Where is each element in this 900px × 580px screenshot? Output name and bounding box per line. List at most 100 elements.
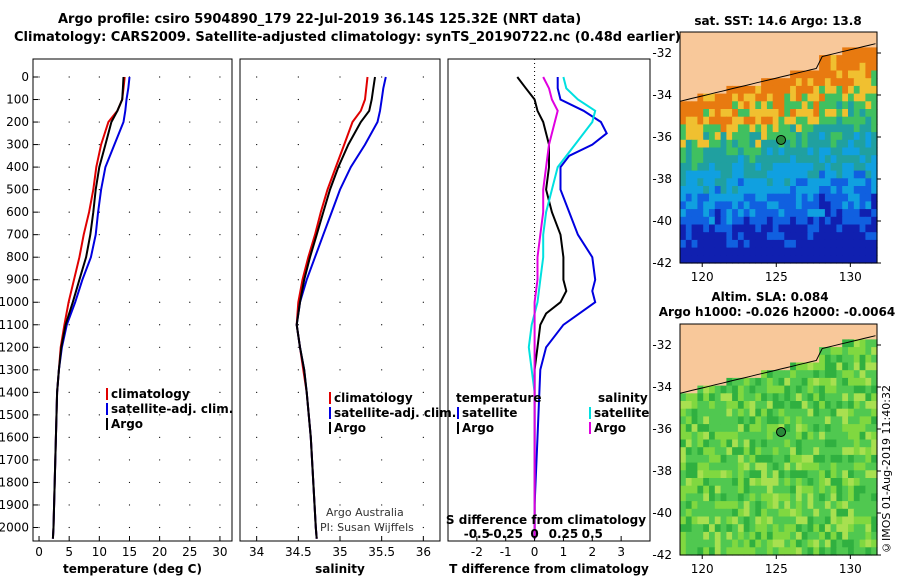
map-cell [830, 155, 837, 164]
grid-dot [219, 414, 221, 416]
map-cell [737, 362, 745, 371]
depth-tick-label: 400 [6, 160, 29, 174]
map-cell [836, 186, 843, 195]
map-cell [685, 539, 693, 548]
grid-dot [38, 481, 40, 484]
map-cell [842, 416, 849, 425]
map-cell [784, 124, 791, 133]
map-cell [819, 339, 826, 348]
difference-x-tick-label: 0 [531, 545, 539, 559]
map-cell [703, 32, 710, 41]
map-cell [720, 531, 727, 541]
map-cell [749, 162, 756, 172]
map-cell [778, 47, 785, 56]
map-cell [680, 132, 687, 141]
map-cell [755, 524, 762, 533]
map-cell [685, 201, 693, 210]
map-cell [709, 239, 716, 249]
map-cell [807, 224, 814, 233]
map-cell [801, 547, 809, 556]
map-cell [755, 193, 762, 202]
map-cell [685, 431, 693, 441]
map-cell [691, 447, 698, 456]
map-cell [784, 216, 791, 226]
map-cell [691, 485, 698, 494]
map-cell [813, 470, 820, 479]
map-cell [836, 193, 843, 202]
map-cell [790, 485, 797, 494]
map-cell [784, 47, 791, 56]
map-cell [685, 55, 693, 64]
map-cell [836, 331, 843, 340]
map-cell [755, 416, 762, 425]
map-cell [778, 362, 785, 371]
map-cell [732, 531, 739, 541]
map-cell [703, 232, 710, 241]
map-cell [714, 485, 722, 494]
map-cell [685, 424, 693, 433]
map-cell [795, 524, 803, 533]
grid-dot [159, 504, 161, 506]
map-cell [766, 47, 774, 56]
map-cell [772, 416, 780, 425]
map-cell [749, 539, 756, 548]
map-cell [865, 162, 872, 172]
map-cell [720, 339, 727, 348]
map-cell [709, 362, 716, 371]
map-cell [772, 224, 780, 233]
map-cell [680, 139, 687, 149]
map-cell [737, 209, 745, 218]
map-cell [848, 362, 855, 371]
map-cell [778, 393, 785, 402]
map-cell [685, 255, 693, 264]
map-cell [772, 454, 780, 464]
map-cell [737, 416, 745, 425]
map-cell [749, 116, 756, 125]
map-cell [819, 454, 826, 464]
depth-tick-label: 900 [6, 273, 29, 287]
map-cell [743, 62, 751, 72]
map-cell [801, 470, 809, 479]
map-cell [691, 162, 698, 172]
map-cell [784, 101, 791, 110]
map-cell [749, 516, 756, 525]
map-cell [749, 186, 756, 195]
map-cell [830, 47, 837, 56]
temperature-x-tick-label: 15 [122, 545, 137, 559]
map-cell [790, 493, 797, 502]
map-cell [819, 516, 826, 525]
map-cell [807, 431, 814, 441]
legend-label: climatology [111, 387, 190, 401]
map-cell [813, 93, 820, 102]
map-cell [685, 447, 693, 456]
map-cell [830, 354, 837, 364]
grid-dot [68, 279, 70, 281]
map-cell [691, 255, 698, 264]
difference-x-tick-label: 1 [560, 545, 568, 559]
map-cell [824, 401, 832, 410]
map-cell [865, 516, 872, 525]
map-cell [813, 447, 820, 456]
map-cell [790, 124, 797, 133]
map-cell [824, 454, 832, 464]
map-cell [743, 393, 751, 402]
map-cell [871, 109, 878, 118]
map-cell [871, 485, 878, 494]
map-cell [813, 201, 820, 210]
map-cell [865, 247, 872, 256]
map-cell [766, 93, 774, 102]
map-cell [691, 124, 698, 133]
map-cell [836, 347, 843, 356]
map-cell [743, 178, 751, 187]
map-cell [697, 216, 704, 226]
map-cell [871, 32, 878, 41]
grid-dot [189, 436, 191, 438]
map-cell [709, 354, 716, 364]
map-cell [709, 431, 716, 441]
map-cell [755, 162, 762, 172]
map-cell [836, 424, 843, 433]
salinity-diff-tick-label: 0 [530, 527, 538, 541]
map-cell [766, 508, 774, 518]
map-cell [813, 431, 820, 441]
map-cell [824, 447, 832, 456]
